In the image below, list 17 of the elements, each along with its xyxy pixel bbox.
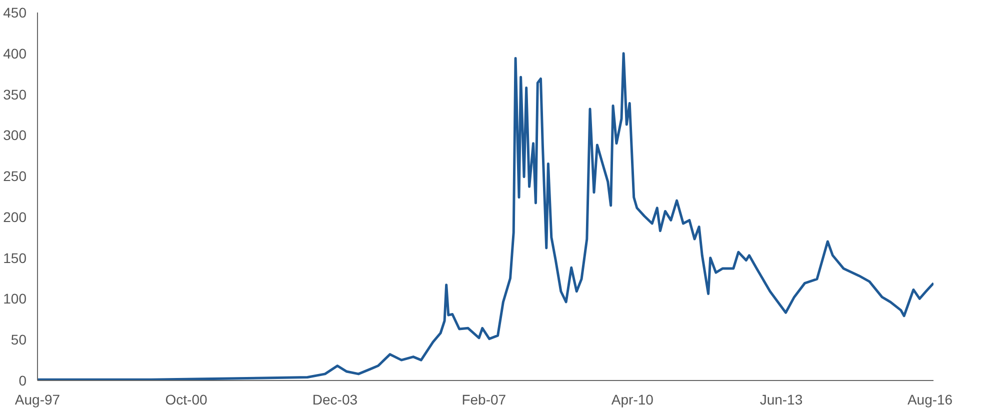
y-tick-label: 400 — [3, 45, 27, 62]
y-tick-label: 200 — [3, 208, 27, 225]
x-tick-label: Aug-16 — [907, 392, 953, 408]
y-tick-label: 450 — [3, 4, 27, 20]
x-tick-label: Oct-00 — [165, 392, 208, 408]
y-tick-label: 150 — [3, 250, 27, 266]
x-tick-label: Aug-97 — [14, 392, 60, 408]
y-tick-label: 100 — [3, 290, 27, 307]
y-tick-label: 250 — [3, 168, 27, 184]
x-tick-label: Dec-03 — [312, 392, 358, 408]
x-tick-label: Feb-07 — [462, 392, 506, 408]
y-tick-label: 350 — [3, 86, 27, 102]
y-tick-label: 0 — [18, 372, 27, 388]
y-tick-label: 50 — [10, 332, 27, 348]
x-tick-label: Apr-10 — [611, 392, 654, 408]
y-tick-label: 300 — [3, 127, 27, 144]
x-tick-label: Jun-13 — [760, 392, 803, 408]
